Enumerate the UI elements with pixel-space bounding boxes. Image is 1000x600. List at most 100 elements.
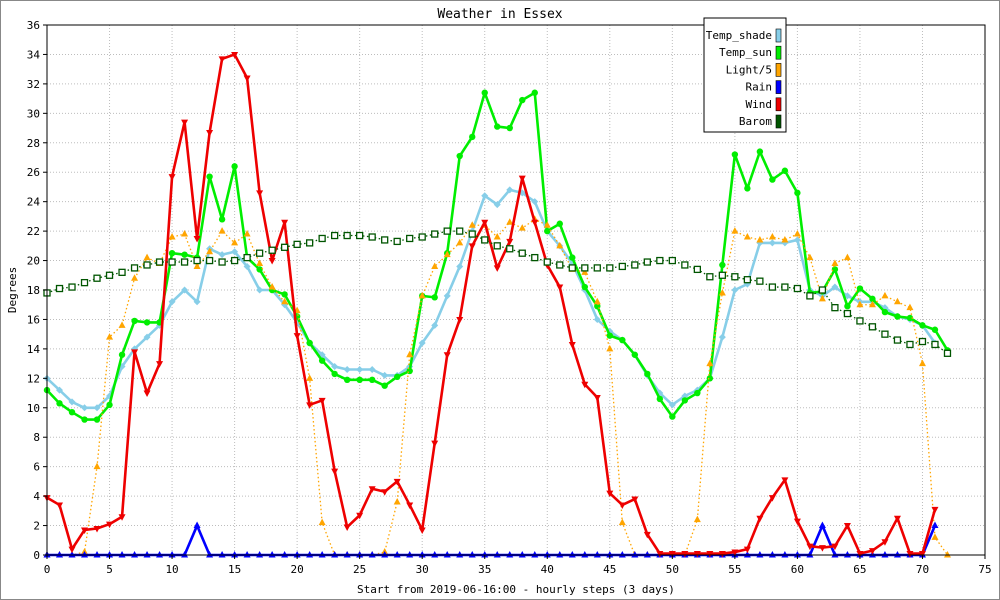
- legend-swatch-wind: [775, 97, 782, 112]
- temp-sun-marker: [281, 291, 288, 298]
- wind-marker: [381, 489, 389, 496]
- rain-marker: [193, 521, 201, 529]
- temp-sun-marker: [919, 322, 926, 329]
- light-5-marker: [168, 233, 176, 240]
- barom-marker: [781, 283, 789, 291]
- y-tick-label: 26: [27, 166, 40, 179]
- barom-marker: [718, 271, 727, 279]
- temp-sun-marker: [744, 185, 751, 192]
- barom-marker: [818, 286, 827, 294]
- legend-box: [703, 17, 787, 133]
- rain-marker: [206, 551, 214, 558]
- barom-marker: [693, 265, 701, 274]
- wind-marker: [131, 349, 139, 356]
- light-5-marker: [768, 233, 776, 240]
- light-5-marker: [256, 259, 264, 266]
- temp-sun-marker: [644, 370, 651, 378]
- legend-label-light-5: Light/5: [726, 63, 772, 76]
- y-tick-label: 4: [33, 490, 40, 503]
- rain-marker: [431, 551, 439, 558]
- barom-marker: [55, 284, 64, 293]
- rain-marker: [406, 551, 414, 558]
- temp-sun-marker: [856, 285, 864, 292]
- wind-marker: [481, 219, 489, 227]
- barom-marker: [743, 276, 752, 284]
- temp-sun-marker: [906, 314, 914, 322]
- barom-marker: [506, 245, 514, 253]
- wind-marker: [306, 402, 314, 409]
- rain-marker: [343, 551, 351, 558]
- light-5-marker: [831, 259, 839, 266]
- temp-shade-marker: [218, 251, 226, 259]
- wind-marker: [818, 545, 826, 552]
- temp-sun-marker: [56, 400, 63, 407]
- temp-shade-marker: [356, 366, 364, 373]
- x-tick-label: 55: [728, 563, 741, 576]
- temp-sun-marker: [569, 254, 576, 261]
- barom-marker: [431, 230, 439, 238]
- y-tick-label: 30: [27, 107, 40, 120]
- light-5-marker: [906, 303, 914, 311]
- y-tick-label: 6: [33, 461, 40, 474]
- wind-marker: [331, 468, 339, 476]
- barom-marker: [456, 227, 464, 235]
- barom-marker: [168, 258, 176, 266]
- wind-marker: [806, 543, 814, 551]
- wind-marker: [168, 174, 176, 181]
- rain-marker: [306, 551, 314, 558]
- rain-marker: [331, 551, 339, 558]
- legend-swatch-rain: [775, 80, 782, 94]
- wind-marker: [193, 235, 201, 243]
- temp-sun-marker: [456, 152, 463, 160]
- temp-shade-marker: [668, 401, 676, 409]
- light-5-marker: [606, 344, 614, 352]
- wind-marker: [768, 495, 776, 502]
- wind-marker: [668, 551, 676, 558]
- temp-shade-marker: [93, 404, 101, 412]
- light-5-marker: [106, 333, 114, 340]
- rain-marker: [556, 551, 564, 558]
- rain-marker: [818, 521, 826, 529]
- temp-sun-marker: [143, 319, 151, 326]
- temp-shade-marker: [68, 398, 76, 406]
- rain-marker: [793, 551, 801, 558]
- rain-marker: [93, 551, 101, 558]
- temp-shade-marker: [718, 333, 726, 341]
- temp-sun-marker: [894, 313, 901, 320]
- legend-label-wind: Wind: [746, 98, 773, 111]
- x-tick-label: 0: [44, 563, 51, 576]
- series-wind: [43, 51, 939, 558]
- barom-marker: [931, 340, 939, 349]
- temp-sun-marker: [218, 216, 226, 223]
- light-5-marker: [143, 253, 151, 261]
- wind-marker: [293, 333, 301, 340]
- temp-shade-marker: [593, 315, 601, 323]
- wind-marker: [81, 527, 89, 534]
- wind-marker: [918, 551, 926, 558]
- rain-marker: [168, 551, 176, 558]
- barom-marker: [343, 231, 351, 240]
- temp-sun-marker: [318, 357, 326, 364]
- wind-marker: [268, 258, 276, 265]
- wind-marker: [106, 521, 114, 529]
- light-5-marker: [731, 227, 739, 234]
- barom-marker: [105, 271, 114, 279]
- barom-marker: [918, 337, 927, 346]
- wind-marker: [206, 129, 214, 137]
- temp-shade-marker: [456, 262, 464, 270]
- rain-marker: [756, 551, 764, 558]
- x-tick-label: 5: [106, 563, 113, 576]
- rain-marker: [781, 551, 789, 558]
- barom-marker: [868, 323, 877, 331]
- barom-marker: [356, 231, 364, 240]
- barom-marker: [606, 264, 614, 272]
- temp-shade-marker: [481, 192, 489, 200]
- wind-marker: [493, 265, 501, 272]
- barom-marker: [393, 237, 401, 246]
- wind-marker: [368, 486, 376, 493]
- barom-marker: [593, 264, 601, 272]
- light-5-marker: [181, 230, 189, 237]
- temp-sun-marker: [881, 308, 889, 316]
